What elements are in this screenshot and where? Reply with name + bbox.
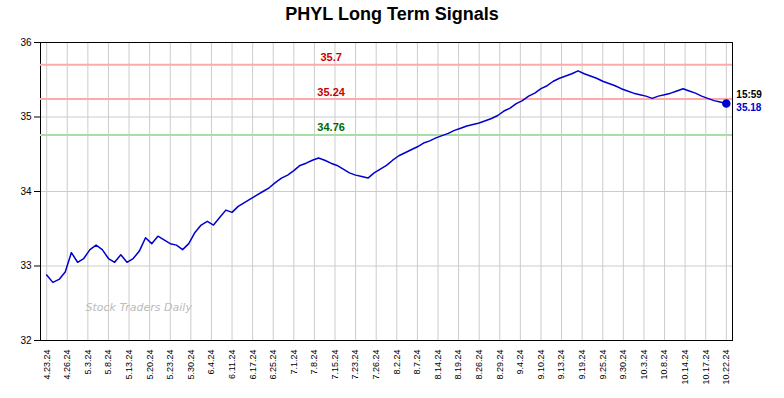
svg-text:7.23.24: 7.23.24: [350, 350, 360, 380]
svg-text:33: 33: [20, 260, 32, 271]
svg-text:5.20.24: 5.20.24: [145, 350, 155, 380]
svg-text:10.14.24: 10.14.24: [680, 350, 690, 385]
svg-text:5.13.24: 5.13.24: [124, 350, 134, 380]
svg-text:9.19.24: 9.19.24: [577, 350, 587, 380]
svg-text:9.13.24: 9.13.24: [556, 350, 566, 380]
svg-text:35.18: 35.18: [736, 102, 761, 113]
svg-text:8.2.24: 8.2.24: [392, 350, 402, 375]
svg-text:35.24: 35.24: [317, 86, 345, 98]
svg-text:9.10.24: 9.10.24: [536, 350, 546, 380]
svg-text:35.7: 35.7: [320, 51, 341, 63]
svg-text:5.30.24: 5.30.24: [186, 350, 196, 380]
svg-text:8.7.24: 8.7.24: [412, 350, 422, 375]
svg-text:6.25.24: 6.25.24: [268, 350, 278, 380]
svg-text:6.17.24: 6.17.24: [248, 350, 258, 380]
svg-text:8.26.24: 8.26.24: [474, 350, 484, 380]
svg-text:34.76: 34.76: [317, 121, 345, 133]
svg-text:36: 36: [20, 37, 32, 48]
svg-text:5.23.24: 5.23.24: [165, 350, 175, 380]
svg-text:8.19.24: 8.19.24: [453, 350, 463, 380]
svg-text:7.15.24: 7.15.24: [330, 350, 340, 380]
svg-text:10.3.24: 10.3.24: [639, 350, 649, 380]
svg-text:34: 34: [20, 186, 32, 197]
svg-text:6.4.24: 6.4.24: [206, 350, 216, 375]
svg-text:7.8.24: 7.8.24: [309, 350, 319, 375]
svg-text:32: 32: [20, 335, 32, 346]
svg-text:7.26.24: 7.26.24: [371, 350, 381, 380]
svg-text:35: 35: [20, 111, 32, 122]
svg-text:15:59: 15:59: [736, 89, 762, 100]
svg-text:4.23.24: 4.23.24: [42, 350, 52, 380]
svg-text:10.22.24: 10.22.24: [721, 350, 731, 385]
svg-text:Stock Traders Daily: Stock Traders Daily: [86, 301, 193, 314]
svg-text:10.17.24: 10.17.24: [701, 350, 711, 385]
svg-text:5.8.24: 5.8.24: [103, 350, 113, 375]
svg-text:5.3.24: 5.3.24: [83, 350, 93, 375]
svg-text:6.11.24: 6.11.24: [227, 350, 237, 379]
svg-text:9.4.24: 9.4.24: [515, 350, 525, 375]
svg-text:9.30.24: 9.30.24: [618, 350, 628, 380]
svg-text:8.29.24: 8.29.24: [495, 350, 505, 380]
svg-text:7.1.24: 7.1.24: [289, 350, 299, 375]
svg-text:8.14.24: 8.14.24: [433, 350, 443, 380]
svg-text:9.25.24: 9.25.24: [598, 350, 608, 380]
html-text:PHYL Long Term Signals: PHYL Long Term Signals: [285, 4, 499, 24]
svg-text:4.26.24: 4.26.24: [62, 350, 72, 380]
svg-text:10.8.24: 10.8.24: [659, 350, 669, 380]
